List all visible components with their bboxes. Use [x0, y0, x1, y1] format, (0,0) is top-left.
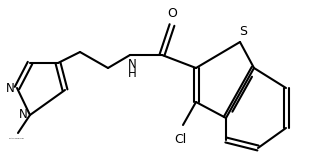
Text: H: H [128, 67, 136, 80]
Text: S: S [239, 25, 247, 38]
Text: N: N [128, 58, 136, 71]
Text: N: N [19, 109, 28, 122]
Text: Cl: Cl [174, 133, 186, 146]
Text: O: O [167, 7, 177, 20]
Text: methyl line below N1: methyl line below N1 [8, 138, 24, 139]
Text: N: N [6, 81, 15, 95]
